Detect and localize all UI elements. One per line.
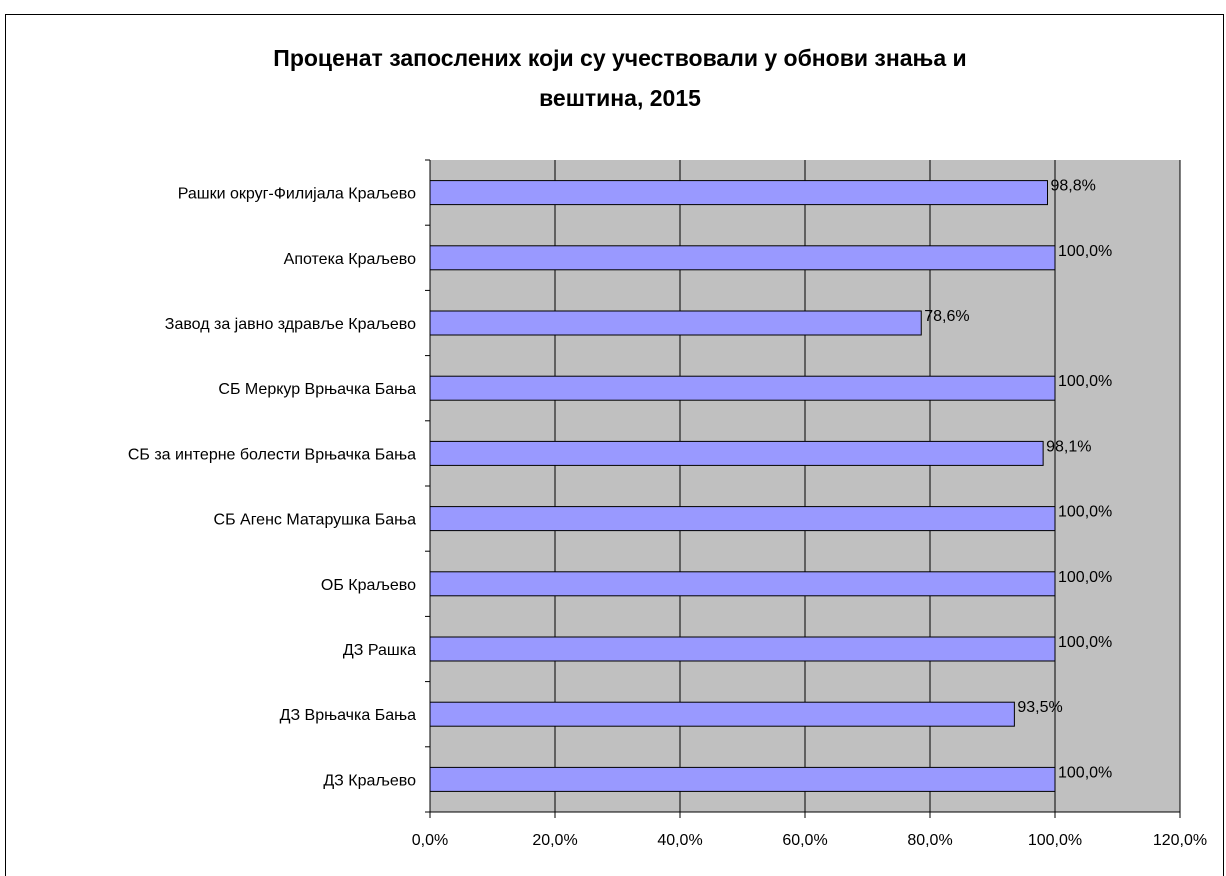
category-label: СБ Меркур Врњачка Бања [218,381,416,398]
bar [429,571,1056,597]
bar [429,506,1056,532]
bar [429,180,1048,206]
category-label: Завод за јавно здравље Краљево [165,316,416,333]
chart-title-line-1: Проценат запослених који су учествовали … [273,45,966,71]
bar [429,701,1015,727]
data-label: 100,0% [1058,373,1112,390]
data-label: 100,0% [1058,634,1112,651]
category-label: Апотека Краљево [284,251,416,268]
x-tick-label: 40,0% [657,832,702,849]
data-labels: 98,8% 100,0% 78,6% 100,0% 98,1% 100,0% 100,0% 1… [924,178,1112,782]
data-label: 78,6% [924,308,969,325]
x-tick-label: 60,0% [782,832,827,849]
category-label: СБ Агенс Матарушка Бања [214,512,417,529]
data-label: 100,0% [1058,569,1112,586]
data-label: 93,5% [1017,699,1062,716]
x-tick-label: 120,0% [1153,832,1207,849]
category-label: ДЗ Рашка [343,642,416,659]
data-label: 98,8% [1051,178,1096,195]
category-label: Рашки округ-Филијала Краљево [178,186,416,203]
x-tick-label: 80,0% [907,832,952,849]
bar [429,440,1044,466]
data-label: 100,0% [1058,243,1112,260]
category-label: ОБ Краљево [321,577,416,594]
x-tick-label: 20,0% [532,832,577,849]
data-label: 100,0% [1058,504,1112,521]
chart-title-line-2: вештина, 2015 [539,85,701,111]
x-tick-label: 0,0% [412,832,448,849]
category-label: ДЗ Краљево [323,772,416,789]
bar [429,375,1056,401]
category-label: ДЗ Врњачка Бања [280,707,416,724]
category-labels: Рашки округ-Филијала Краљево Апотека Краљ… [128,186,416,790]
data-label: 100,0% [1058,764,1112,781]
bars [429,180,1056,792]
bar [429,636,1056,662]
category-label: СБ за интерне болести Врњачка Бања [128,446,416,463]
data-label: 98,1% [1046,438,1091,455]
y-axis [425,159,431,813]
x-tick-label: 100,0% [1028,832,1082,849]
x-axis: 0,0% 20,0% 40,0% 60,0% 80,0% 100,0% 120,0% [412,811,1207,849]
chart-title: Проценат запослених који су учествовали … [273,45,966,111]
bar [429,766,1056,792]
bar [429,310,922,336]
bar [429,245,1056,271]
